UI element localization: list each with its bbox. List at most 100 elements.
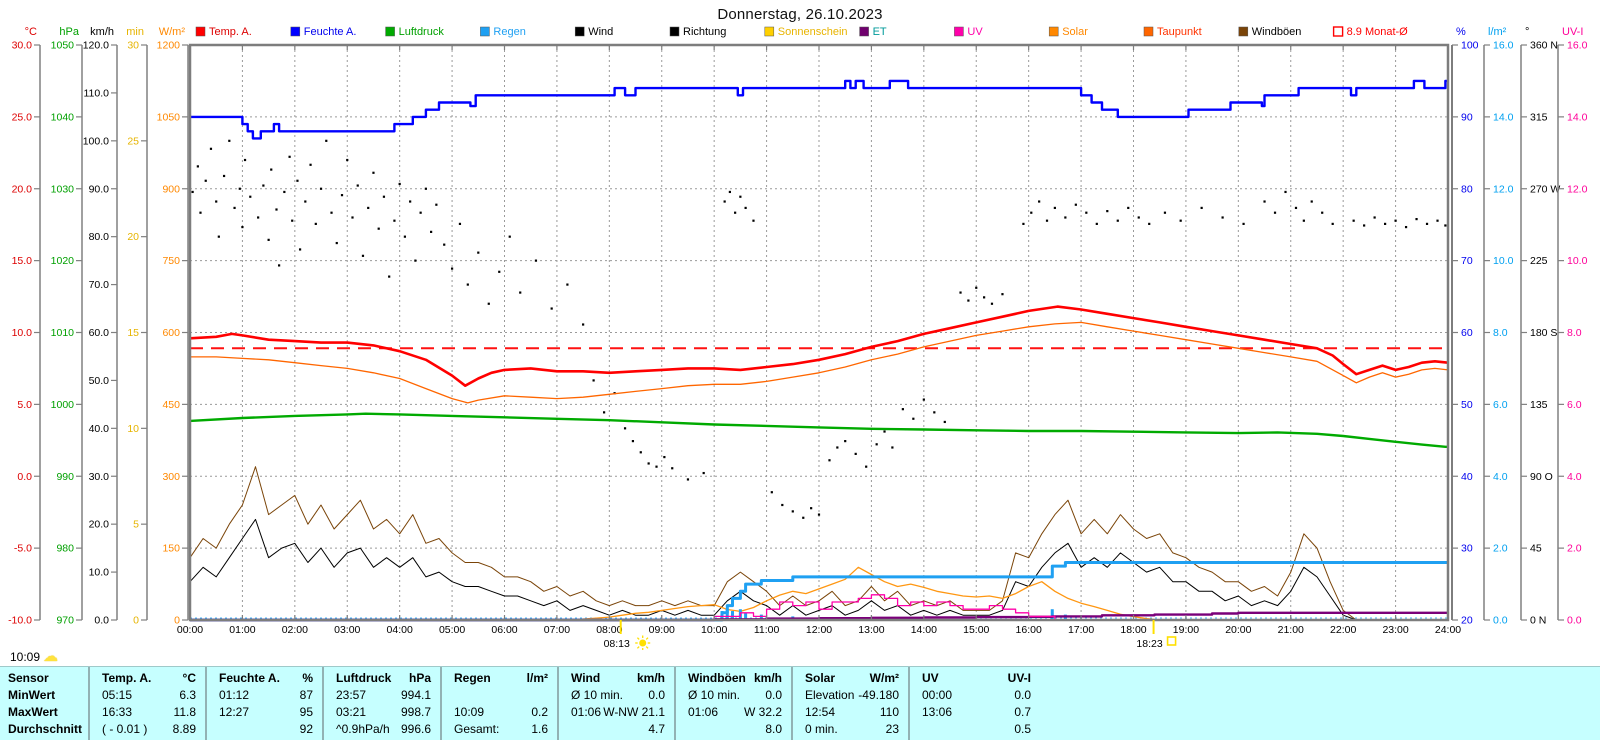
- plot-grid: [190, 45, 1448, 620]
- axis-label: ET: [873, 26, 887, 38]
- column-row: Gesamt: 1.6: [454, 721, 548, 736]
- sun-icon: [635, 635, 651, 650]
- axis-label: 50.0: [89, 375, 110, 387]
- axis-label: 1040: [51, 111, 75, 123]
- axis-label: 60.0: [89, 327, 110, 339]
- axis-label: 315: [1530, 111, 1548, 123]
- x-axis-labels: 00:00 01:00 02:00 03:00 04:00 05:00 06:00 07:00…: [177, 624, 1461, 636]
- table-row-labels: Sensor MinWert MaxWert Durchschnitt: [0, 667, 88, 740]
- axis-label: 120.0: [83, 40, 109, 52]
- axis-label: 80.0: [89, 231, 110, 243]
- legend-item-Luftdruck: Luftdruck: [385, 26, 444, 38]
- legend-item-UV: UV: [954, 26, 983, 38]
- column-header: Solar W/m²: [805, 670, 899, 685]
- axis-label: 135: [1530, 399, 1548, 411]
- axis-label: 20: [127, 231, 139, 243]
- column-row: 01:06 W 32.2: [688, 704, 782, 719]
- axis-label: 02:00: [282, 624, 308, 636]
- column-row: 01:06 W-NW 21.1: [571, 704, 665, 719]
- axis-label: 01:00: [229, 624, 255, 636]
- sensor-column-Feuchte A.: Feuchte A.% 01:12 87 12:27 95 92: [205, 667, 322, 740]
- axis-label: 19:00: [1173, 624, 1199, 636]
- axis-label: 70: [1461, 255, 1473, 267]
- axis-label: 0.0: [17, 471, 32, 483]
- legend-item-Feuchte A.: Feuchte A.: [290, 26, 356, 38]
- axis-label: 16.0: [1493, 40, 1514, 52]
- axis-label: 20.0: [89, 519, 110, 531]
- axis-label: Richtung: [683, 26, 726, 38]
- axis-label: 100: [1461, 40, 1479, 52]
- right-axis-l/m²: l/m² 16.0 14.0 12.0 10.0 8.0 6.0 4.0 2.0 0.0: [1483, 26, 1514, 627]
- axis-label: 1200: [157, 40, 181, 52]
- axis-label: 25: [127, 135, 139, 147]
- sensor-column-Temp. A.: Temp. A. °C 05:15 6.3 16:33 11.8 ( - 0.01 ) 8.8…: [88, 667, 205, 740]
- axis-label: 0: [174, 615, 180, 627]
- series-Luftdruck: [189, 412, 1448, 448]
- axis-label: 1020: [51, 255, 75, 267]
- axis-label: 05:00: [439, 624, 465, 636]
- axis-label: 5: [133, 519, 139, 531]
- axis-label: 18:23: [1136, 638, 1162, 650]
- rain-time-value: 10:09: [10, 650, 41, 664]
- axis-label: 2.0: [1493, 543, 1508, 555]
- axis-label: 0: [133, 615, 139, 627]
- sensor-column-UV: UV UV-I 00:00 0.0 13:06 0.7 0.5: [908, 667, 1040, 740]
- left-axis-km/h: km/h 120.0 110.0 100.0 90.0 80.0 70.0 60.0 50.0 4…: [83, 26, 118, 627]
- axis-label: 70.0: [89, 279, 110, 291]
- column-row: 10:09 0.2: [454, 704, 548, 719]
- axis-label: 30.0: [12, 40, 33, 52]
- axis-label: 14.0: [1493, 111, 1514, 123]
- sensor-column-Regen: Regen l/m² 10:09 0.2 Gesamt: 1.6: [440, 667, 557, 740]
- legend-item-Richtung: Richtung: [669, 26, 726, 38]
- column-row: 0 min. 23: [805, 721, 899, 736]
- axis-label: 990: [56, 471, 74, 483]
- axis-label: 4.0: [1567, 471, 1582, 483]
- rain-max-time-label: 10:09 ☁: [10, 648, 59, 665]
- axis-label: 40: [1461, 471, 1473, 483]
- axis-label: 0 N: [1530, 615, 1546, 627]
- column-row: 00:00 0.0: [922, 687, 1031, 702]
- axis-label: 07:00: [544, 624, 570, 636]
- axis-label: 16.0: [1567, 40, 1588, 52]
- axis-label: 30.0: [89, 471, 110, 483]
- legend-item-Temp. A.: Temp. A.: [195, 26, 252, 38]
- axis-label: hPa: [59, 26, 79, 38]
- axis-label: 21:00: [1278, 624, 1304, 636]
- column-header: Regen l/m²: [454, 670, 548, 685]
- legend-item-Sonnenschein: Sonnenschein: [764, 26, 848, 38]
- axis-label: 90.0: [89, 183, 110, 195]
- axis-label: 8.0: [1567, 327, 1582, 339]
- axis-label: 150: [162, 543, 180, 555]
- axis-label: 60: [1461, 327, 1473, 339]
- sensor-column-Windböen: Windböen km/h Ø 10 min. 0.0 01:06 W 32.2 8.0: [674, 667, 791, 740]
- axis-label: 17:00: [1068, 624, 1094, 636]
- column-row: 03:21 998.7: [336, 704, 431, 719]
- column-header: Feuchte A.%: [219, 670, 313, 685]
- axis-label: 110.0: [84, 87, 110, 99]
- axis-label: 30: [127, 40, 139, 52]
- axis-label: 750: [162, 255, 180, 267]
- axis-label: 0.0: [94, 615, 109, 627]
- column-row: 05:15 6.3: [102, 687, 196, 702]
- axis-label: Temp. A.: [209, 26, 252, 38]
- cloud-icon: ☁: [43, 648, 59, 665]
- column-row: 12:27 95: [219, 704, 313, 719]
- column-header: Wind km/h: [571, 670, 665, 685]
- axis-label: 5.0: [17, 399, 32, 411]
- left-axis-°C: °C 30.0 25.0 20.0 15.0 10.0 5.0 0.0 -5.0 -10.0: [8, 26, 41, 627]
- column-header: UV UV-I: [922, 670, 1031, 685]
- axis-label: %: [1456, 26, 1466, 38]
- axis-label: 1050: [51, 40, 75, 52]
- sensor-column-Solar: Solar W/m² Elevation -49.180 12:54 110 0 min. 2…: [791, 667, 908, 740]
- row-label: MinWert: [8, 687, 56, 702]
- right-axis-%: % 100 90 80 70 60 50 40 30 20: [1451, 26, 1479, 627]
- column-row: 13:06 0.7: [922, 704, 1031, 719]
- axis-label: 30: [1461, 543, 1473, 555]
- series-Feuchte A.: [190, 79, 1448, 140]
- legend-item-Solar: Solar: [1048, 26, 1088, 38]
- axis-label: 09:00: [649, 624, 675, 636]
- column-header: Temp. A. °C: [102, 670, 196, 685]
- axis-label: 12.0: [1493, 183, 1514, 195]
- series-Temp. A.: [189, 305, 1449, 387]
